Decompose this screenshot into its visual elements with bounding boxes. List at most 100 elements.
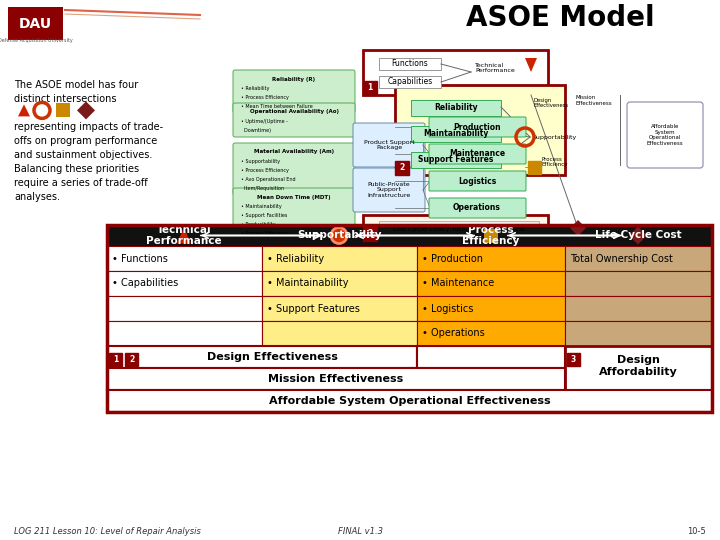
Text: • Maintenance: • Maintenance [422, 279, 494, 288]
Text: • Reliability: • Reliability [267, 253, 324, 264]
Text: Design
Affordability: Design Affordability [599, 355, 678, 377]
Text: Design
Effectiveness: Design Effectiveness [533, 98, 568, 109]
Text: Process
Efficiency: Process Efficiency [462, 225, 520, 246]
Text: • Logistics: • Logistics [422, 303, 473, 314]
Text: • Functions: • Functions [112, 253, 168, 264]
FancyBboxPatch shape [627, 102, 703, 168]
Text: Operations: Operations [453, 204, 501, 213]
Bar [107, 225, 712, 246]
Text: Affordable System Operational Effectiveness: Affordable System Operational Effectiven… [269, 396, 550, 406]
Text: 10-5: 10-5 [688, 528, 706, 537]
Text: Life Cycle Cost: Life Cycle Cost [595, 231, 681, 240]
FancyBboxPatch shape [233, 103, 355, 137]
Bar [107, 346, 417, 368]
Bar [109, 353, 122, 366]
Text: • Support Facilities: • Support Facilities [241, 213, 287, 218]
Text: Defense Acquisition University: Defense Acquisition University [0, 38, 73, 43]
Text: Operational Availability (Ao): Operational Availability (Ao) [250, 110, 338, 114]
FancyBboxPatch shape [429, 171, 526, 191]
Text: • Producibility: • Producibility [241, 222, 276, 227]
Bar [565, 346, 712, 390]
Text: 3: 3 [571, 355, 576, 364]
Text: representing impacts of trade-: representing impacts of trade- [14, 122, 163, 132]
Text: Capabilities: Capabilities [387, 78, 433, 86]
Text: Reliability (R): Reliability (R) [272, 77, 315, 82]
Bar [107, 296, 262, 321]
Text: Production: Production [453, 123, 501, 132]
Bar [411, 152, 501, 168]
Bar [565, 246, 712, 271]
Bar [417, 346, 565, 368]
Text: Technical
Performance: Technical Performance [475, 63, 515, 73]
Text: Design Effectiveness: Design Effectiveness [207, 352, 338, 362]
Text: Supportability: Supportability [297, 231, 382, 240]
Text: • Mean Time between Failure: • Mean Time between Failure [241, 104, 312, 109]
Bar [107, 225, 712, 412]
Text: and sustainment objectives.: and sustainment objectives. [14, 150, 153, 160]
FancyBboxPatch shape [353, 123, 425, 167]
Text: • Avo Operational End: • Avo Operational End [241, 177, 296, 182]
Text: • Process Efficiency: • Process Efficiency [241, 168, 289, 173]
Text: Downtime): Downtime) [241, 128, 271, 133]
Bar [565, 296, 712, 321]
Bar [262, 246, 417, 271]
FancyBboxPatch shape [233, 70, 355, 113]
Text: Mission Effectiveness: Mission Effectiveness [269, 374, 404, 384]
Text: 1: 1 [113, 355, 118, 364]
Text: 2: 2 [129, 355, 134, 364]
Bar [411, 100, 501, 116]
Text: Material Availability (Am): Material Availability (Am) [254, 150, 334, 154]
Text: Reliability: Reliability [434, 103, 478, 111]
Bar [417, 321, 565, 346]
Bar [107, 271, 262, 296]
Bar [363, 81, 377, 95]
Text: analyses.: analyses. [14, 192, 60, 202]
Bar [565, 321, 712, 346]
Bar [262, 271, 417, 296]
Bar [363, 50, 548, 95]
FancyBboxPatch shape [429, 144, 526, 164]
Text: Mission
Effectiveness: Mission Effectiveness [575, 95, 611, 106]
Bar [125, 353, 138, 366]
Text: Technical
Performance: Technical Performance [146, 225, 222, 246]
Text: Public-Private
Support
Infrastructure: Public-Private Support Infrastructure [367, 181, 410, 198]
Bar [363, 215, 548, 241]
FancyBboxPatch shape [233, 143, 355, 195]
Text: • Process Efficiency: • Process Efficiency [241, 231, 289, 236]
Text: Process
Efficiency: Process Efficiency [542, 157, 569, 167]
Text: Balancing these priorities: Balancing these priorities [14, 164, 139, 174]
Text: Support Features: Support Features [418, 154, 494, 164]
Text: The ASOE model has four: The ASOE model has four [14, 80, 138, 90]
Bar [56, 103, 70, 117]
Bar [417, 271, 565, 296]
Text: • Maintainability: • Maintainability [267, 279, 348, 288]
Polygon shape [525, 58, 537, 72]
FancyBboxPatch shape [429, 198, 526, 218]
Bar [565, 271, 712, 296]
Bar [107, 246, 262, 271]
Text: 2: 2 [400, 164, 405, 172]
Text: ASOE Model: ASOE Model [466, 4, 654, 32]
Bar [262, 321, 417, 346]
Text: LOG 211 Lesson 10: Level of Repair Analysis: LOG 211 Lesson 10: Level of Repair Analy… [14, 528, 201, 537]
Bar [411, 126, 501, 142]
Text: • Operations: • Operations [422, 328, 485, 339]
Polygon shape [18, 104, 30, 117]
Text: Item/Requisition: Item/Requisition [241, 186, 284, 191]
Polygon shape [629, 226, 647, 245]
Text: • Supportability: • Supportability [241, 159, 280, 164]
Polygon shape [177, 227, 191, 244]
Bar [484, 228, 498, 242]
Text: Supportability: Supportability [533, 134, 577, 139]
Text: • Capabilities: • Capabilities [112, 279, 179, 288]
Circle shape [331, 227, 347, 244]
FancyBboxPatch shape [233, 188, 355, 240]
Text: • Support Features: • Support Features [267, 303, 360, 314]
Bar [417, 296, 565, 321]
FancyBboxPatch shape [429, 117, 526, 137]
FancyBboxPatch shape [353, 168, 425, 212]
Text: 1: 1 [367, 84, 373, 92]
Polygon shape [570, 220, 586, 236]
Bar [262, 296, 417, 321]
Bar [379, 58, 441, 70]
